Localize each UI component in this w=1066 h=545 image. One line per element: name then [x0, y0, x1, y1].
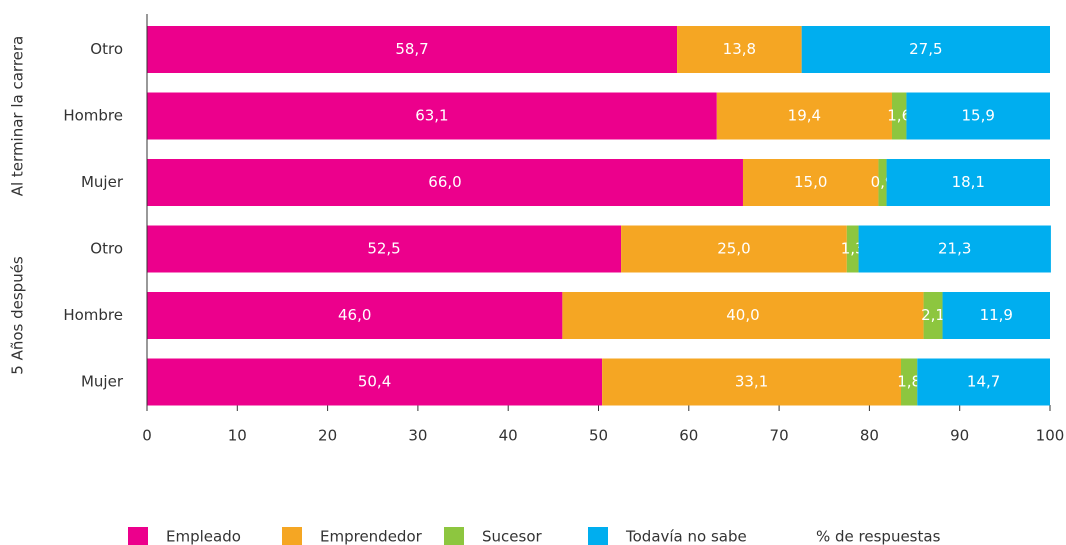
bar-segment: [858, 225, 1051, 273]
x-tick-label: 80: [860, 427, 879, 445]
bar-segment: [801, 26, 1050, 73]
y-tick-label: Otro: [90, 240, 123, 258]
data-label: 2,1: [921, 306, 945, 324]
x-tick-label: 20: [318, 427, 337, 445]
data-label: 11,9: [980, 306, 1013, 324]
bar-segment: [716, 92, 892, 140]
legend-label: Todavía no sabe: [625, 528, 747, 545]
data-label: 21,3: [938, 240, 971, 258]
x-tick-label: 10: [228, 427, 247, 445]
bar-segment: [891, 92, 907, 140]
bar-segment: [602, 358, 902, 406]
x-tick-label: 50: [589, 427, 608, 445]
legend-label: Empleado: [166, 528, 241, 545]
legend-swatch: [588, 527, 608, 545]
data-label: 40,0: [726, 306, 759, 324]
data-label: 50,4: [358, 373, 391, 391]
x-tick-label: 60: [679, 427, 698, 445]
bar-segment: [621, 225, 847, 273]
y-tick-label: Mujer: [81, 373, 124, 391]
data-label: 15,9: [962, 107, 995, 125]
bar-segment: [886, 159, 1050, 206]
y-tick-label: Hombre: [63, 306, 123, 324]
data-label: 46,0: [338, 306, 371, 324]
bar-segment: [901, 358, 918, 406]
x-tick-label: 40: [499, 427, 518, 445]
bar-segment: [147, 92, 717, 140]
legend-label: Emprendedor: [320, 528, 423, 545]
y-tick-label: Otro: [90, 40, 123, 58]
data-label: 52,5: [367, 240, 400, 258]
bar-segment: [846, 225, 859, 273]
data-label: 66,0: [428, 173, 461, 191]
data-label: 27,5: [909, 40, 942, 58]
bar-segment: [906, 92, 1050, 140]
bar-segment: [742, 159, 879, 206]
bar-segment: [147, 26, 678, 73]
bar-segment: [562, 292, 924, 339]
x-tick-label: 70: [770, 427, 789, 445]
data-label: 18,1: [952, 173, 985, 191]
bar-segment: [923, 292, 943, 339]
bar-segment: [147, 159, 743, 206]
x-tick-label: 100: [1036, 427, 1065, 445]
legend-swatch: [128, 527, 148, 545]
data-label: 14,7: [967, 373, 1000, 391]
bar-segment: [878, 159, 887, 206]
x-axis-label: % de respuestas: [816, 528, 941, 545]
bar-segment: [677, 26, 802, 73]
data-label: 19,4: [788, 107, 821, 125]
data-label: 58,7: [395, 40, 428, 58]
data-label: 13,8: [723, 40, 756, 58]
bar-segment: [942, 292, 1050, 339]
data-label: 63,1: [415, 107, 448, 125]
legend-label: Sucesor: [482, 528, 542, 545]
bar-segment: [147, 225, 622, 273]
bar-segment: [917, 358, 1050, 406]
x-tick-label: 30: [408, 427, 427, 445]
data-label: 15,0: [794, 173, 827, 191]
group-label: 5 Años después: [9, 256, 27, 375]
legend-swatch: [282, 527, 302, 545]
data-label: 1,8: [897, 373, 921, 391]
data-label: 1,6: [887, 107, 911, 125]
x-tick-label: 90: [950, 427, 969, 445]
x-tick-label: 0: [142, 427, 152, 445]
data-label: 33,1: [735, 373, 768, 391]
y-tick-label: Hombre: [63, 107, 123, 125]
data-label: 25,0: [717, 240, 750, 258]
y-tick-label: Mujer: [81, 173, 124, 191]
bar-segment: [147, 292, 563, 339]
group-label: Al terminar la carrera: [9, 36, 27, 197]
legend-swatch: [444, 527, 464, 545]
bar-segment: [147, 358, 603, 406]
